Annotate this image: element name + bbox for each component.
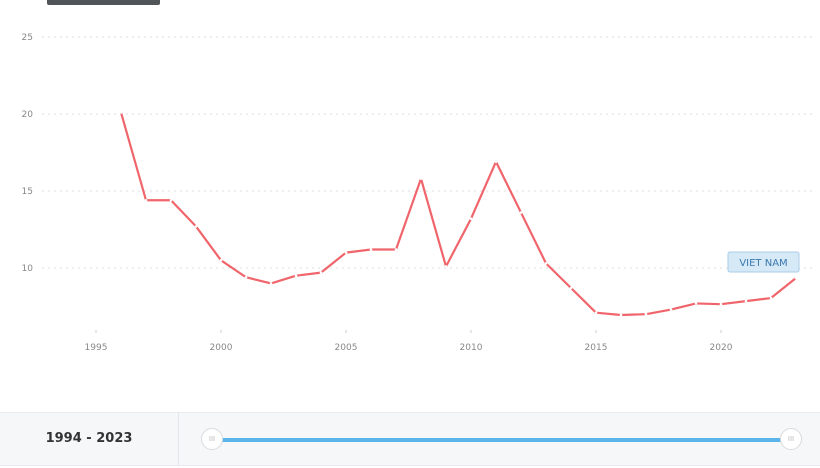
slider-track[interactable] [212, 438, 792, 442]
data-point [719, 302, 723, 306]
data-point [319, 271, 323, 274]
y-tick-label: 15 [22, 187, 33, 197]
data-point [194, 225, 198, 228]
x-tick-label: 2020 [710, 343, 733, 353]
data-point [769, 296, 773, 300]
x-tick-label: 1995 [85, 343, 108, 353]
data-point [169, 198, 173, 202]
data-point [369, 248, 373, 251]
data-point [694, 302, 698, 305]
y-tick-label: 10 [22, 264, 34, 274]
x-tick-label: 2010 [460, 343, 483, 353]
data-point [269, 282, 273, 285]
data-point [744, 299, 748, 303]
data-point [219, 259, 223, 262]
data-point [594, 311, 598, 314]
top-tab-bar [47, 0, 160, 5]
data-point [244, 275, 248, 279]
year-range-label: 1994 - 2023 [0, 413, 179, 465]
series-label: VIET NAM [739, 258, 787, 269]
data-point [669, 308, 673, 311]
slider-start-handle[interactable]: III [201, 428, 223, 450]
x-tick-label: 2015 [585, 343, 608, 353]
data-point [794, 276, 798, 280]
y-tick-label: 25 [22, 33, 33, 43]
data-point [494, 160, 498, 164]
y-tick-label: 20 [22, 110, 34, 120]
data-point [519, 211, 523, 214]
data-point [394, 248, 398, 251]
data-point [344, 251, 348, 254]
data-point [444, 265, 448, 268]
data-point [619, 313, 623, 317]
x-tick-label: 2000 [210, 343, 233, 353]
x-tick-label: 2005 [335, 343, 358, 353]
series-label-box [727, 251, 800, 273]
data-point [419, 177, 423, 180]
data-point [644, 312, 648, 316]
series-line [119, 112, 797, 317]
line-chart: 10 15 20 25 1995 2000 2005 2010 2015 2020 VIET NAM [22, 33, 815, 353]
slider-end-handle[interactable]: III [780, 428, 802, 450]
data-point [544, 262, 548, 265]
data-point [569, 286, 573, 290]
data-point [294, 274, 298, 278]
year-range-slider-panel: 1994 - 2023 III III [0, 412, 820, 466]
data-point [144, 198, 148, 202]
data-point [469, 217, 473, 221]
data-point [119, 111, 123, 114]
